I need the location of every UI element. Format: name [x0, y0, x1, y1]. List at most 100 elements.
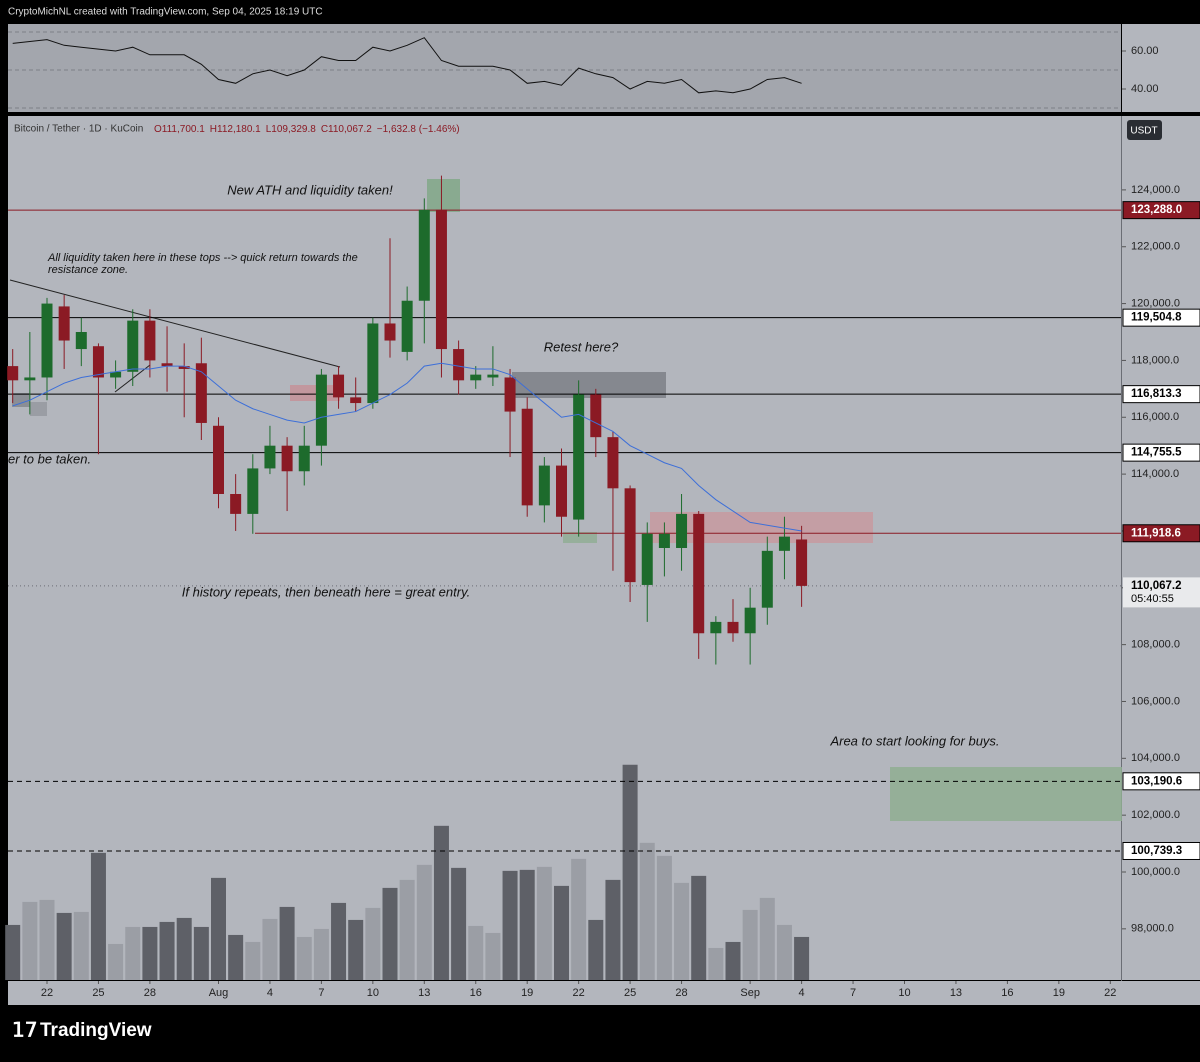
- footer-logo: TradingView: [40, 1020, 152, 1041]
- price-label-box: [1122, 201, 1200, 220]
- price-label: 110,067.2: [1131, 580, 1182, 592]
- candle-body: [247, 468, 259, 514]
- volume-bar: [245, 941, 261, 980]
- x-tick-label: 28: [675, 987, 687, 999]
- volume-bar: [622, 764, 638, 980]
- candle-body: [178, 366, 190, 369]
- volume-bar: [502, 870, 518, 980]
- x-tick-label: 4: [267, 987, 273, 999]
- candle-body: [744, 607, 756, 634]
- candle-body: [727, 621, 739, 634]
- price-label-box: [1122, 841, 1200, 860]
- candle-body: [778, 536, 790, 551]
- price-axis: [1122, 116, 1200, 980]
- x-tick-label: 22: [1104, 987, 1116, 999]
- volume-bar: [262, 918, 278, 980]
- x-tick-label: 7: [318, 987, 324, 999]
- price-label: 116,813.3: [1131, 388, 1182, 400]
- candle-body: [624, 488, 636, 583]
- volume-bar: [468, 925, 484, 980]
- volume-bar: [108, 943, 124, 980]
- candle-body: [504, 377, 516, 412]
- price-label-box: [1122, 772, 1200, 791]
- candle-body: [641, 533, 653, 585]
- volume-bar: [176, 917, 192, 980]
- volume-bar: [296, 936, 312, 980]
- volume-bar: [794, 936, 810, 980]
- legend-value: C110,067.2: [321, 124, 372, 135]
- volume-bar: [519, 869, 535, 980]
- volume-bar: [536, 866, 552, 980]
- y-tick-label: 100,000.0: [1131, 866, 1180, 878]
- candle-body: [418, 209, 430, 301]
- symbol: Bitcoin / Tether · 1D · KuCoin: [14, 124, 143, 135]
- small-zone: [563, 532, 597, 543]
- x-tick-label: 22: [573, 987, 585, 999]
- volume-bar: [691, 875, 707, 980]
- volume-bar: [125, 926, 141, 980]
- annotation: resistance zone.: [48, 264, 128, 276]
- candle-body: [453, 349, 465, 381]
- y-tick-label: 122,000.0: [1131, 241, 1180, 253]
- volume-bar: [674, 882, 690, 980]
- candle-body: [41, 303, 53, 378]
- volume-bar: [279, 906, 295, 980]
- candle-body: [710, 621, 722, 634]
- candle-body: [195, 363, 207, 423]
- annotation: All liquidity taken here in these tops -…: [47, 252, 358, 264]
- rsi-line: [12, 37, 802, 94]
- volume-bar: [142, 926, 158, 980]
- candle-body: [281, 445, 293, 472]
- candle-body: [676, 513, 688, 548]
- y-tick-label: 120,000.0: [1131, 297, 1180, 309]
- rsi-panel: [8, 24, 1121, 112]
- volume-bar: [159, 921, 175, 980]
- currency: USDT: [1130, 126, 1157, 137]
- volume-bar: [708, 947, 724, 980]
- small-zone: [12, 393, 30, 407]
- candle-body: [573, 394, 585, 520]
- main-panel: [8, 116, 1121, 980]
- candle-body: [7, 366, 19, 381]
- x-tick-label: 13: [418, 987, 430, 999]
- x-tick-label: 7: [850, 987, 856, 999]
- y-tick-label: 102,000.0: [1131, 809, 1180, 821]
- buy-zone: [890, 767, 1122, 821]
- y-tick-label: 124,000.0: [1131, 184, 1180, 196]
- candle-body: [538, 465, 550, 506]
- candle-body: [230, 494, 242, 514]
- x-tick-label: 25: [624, 987, 636, 999]
- price-label-box: [1122, 443, 1200, 462]
- x-tick-label: 4: [799, 987, 805, 999]
- candle-body: [487, 374, 499, 378]
- candle-body: [298, 445, 310, 472]
- ema-line: [12, 362, 802, 532]
- volume-bar: [228, 934, 244, 980]
- candle-body: [590, 394, 602, 438]
- countdown: 05:40:55: [1131, 593, 1174, 605]
- candle-body: [761, 550, 773, 608]
- candle-body: [264, 445, 276, 469]
- trendline: [9, 279, 341, 368]
- header: CryptoMichNL created with TradingView.co…: [8, 7, 323, 18]
- price-label-box: [1122, 308, 1200, 327]
- annotation: er to be taken.: [8, 451, 91, 466]
- candle-body: [350, 397, 362, 404]
- volume-bar: [365, 907, 381, 980]
- candle-body: [658, 533, 670, 548]
- legend-value: O111,700.1: [154, 124, 205, 135]
- price-label: 119,504.8: [1131, 312, 1182, 324]
- volume-bar: [313, 928, 329, 980]
- volume-bar: [399, 879, 415, 980]
- candle-body: [556, 465, 567, 517]
- x-tick-label: 25: [92, 987, 104, 999]
- price-label: 100,739.3: [1131, 845, 1182, 857]
- x-tick-label: 16: [1001, 987, 1013, 999]
- legend-value: −1,632.8 (−1.46%): [377, 124, 460, 135]
- footer: [0, 1005, 1200, 1057]
- volume-bar: [605, 879, 621, 980]
- candle-body: [470, 374, 482, 381]
- logo-mark: 𝟣𝟩: [12, 1019, 37, 1041]
- candle-body: [333, 374, 345, 398]
- price-label-box: [1122, 524, 1200, 543]
